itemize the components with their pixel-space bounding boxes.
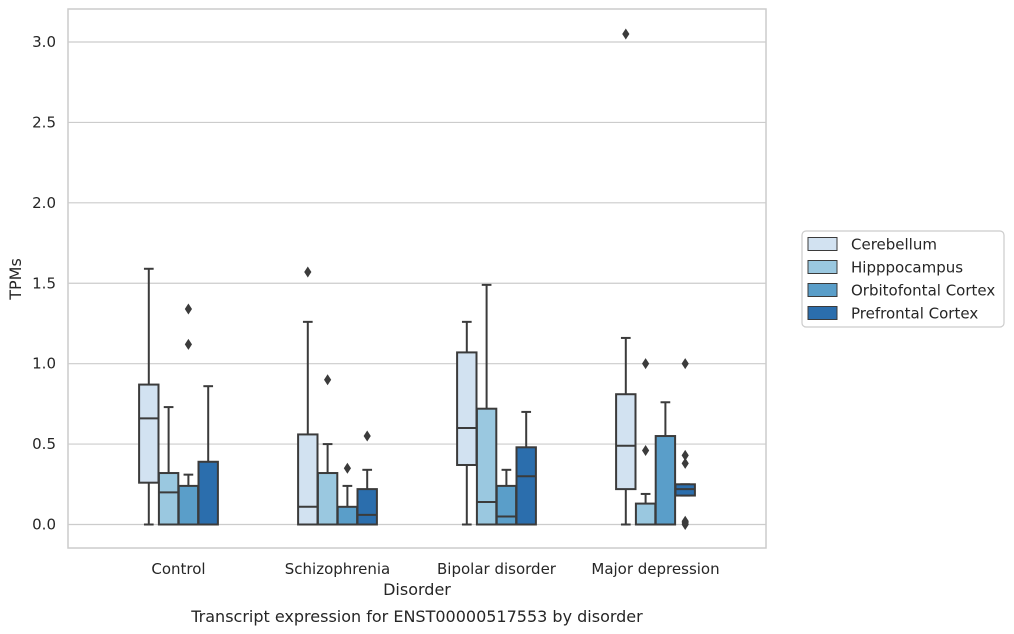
- box-hipppocampus: [475, 283, 498, 526]
- box-iqr: [177, 484, 200, 526]
- outlier-point: [304, 266, 312, 278]
- legend-label: Cerebellum: [851, 236, 937, 254]
- y-tick-label: 0.5: [32, 435, 56, 453]
- box-iqr: [475, 407, 498, 526]
- outlier-point: [343, 462, 351, 474]
- boxes: [138, 28, 696, 530]
- box-orbitofontal-cortex: [336, 462, 359, 526]
- outlier-point: [681, 515, 689, 527]
- plot-frame: [67, 8, 767, 549]
- box-iqr: [138, 383, 160, 484]
- box-cerebellum: [297, 266, 319, 526]
- outlier-point: [642, 445, 650, 457]
- box-cerebellum: [615, 28, 637, 526]
- x-tick-label: Major depression: [591, 560, 719, 578]
- box-cerebellum: [138, 267, 160, 526]
- legend-swatch: [807, 260, 838, 274]
- box-prefrontal-cortex: [515, 410, 537, 526]
- legend-label: Prefrontal Cortex: [851, 305, 978, 323]
- box-hipppocampus: [634, 358, 657, 526]
- outlier-point: [184, 338, 192, 350]
- y-tick-labels: 0.0 0.5 1.0 1.5 2.0 2.5 3.0: [32, 33, 56, 534]
- outlier-point: [324, 374, 332, 386]
- outlier-point: [622, 28, 630, 40]
- outlier-point: [642, 358, 650, 370]
- legend-frame: [801, 230, 1005, 328]
- box-iqr: [336, 505, 359, 526]
- box-orbitofontal-cortex: [177, 303, 200, 526]
- box-prefrontal-cortex: [674, 358, 696, 530]
- gridlines: [68, 41, 766, 526]
- box-prefrontal-cortex: [197, 385, 219, 526]
- y-axis-label: TPMs: [6, 258, 25, 301]
- box-iqr: [356, 488, 378, 526]
- y-tick-label: 0.0: [32, 516, 56, 534]
- x-axis-label: Disorder: [383, 580, 451, 599]
- y-tick-label: 1.0: [32, 355, 56, 373]
- y-tick-label: 2.0: [32, 194, 56, 212]
- y-tick-label: 1.5: [32, 274, 56, 292]
- outlier-point: [184, 303, 192, 315]
- legend: Cerebellum Hipppocampus Orbitofontal Corte…: [801, 230, 1005, 328]
- box-prefrontal-cortex: [356, 430, 378, 526]
- box-hipppocampus: [157, 406, 180, 526]
- box-iqr: [197, 460, 219, 526]
- box-iqr: [316, 472, 339, 526]
- y-tick-label: 3.0: [32, 33, 56, 51]
- outlier-point: [681, 457, 689, 469]
- outlier-point: [681, 358, 689, 370]
- chart-caption: Transcript expression for ENST0000051755…: [190, 607, 643, 626]
- x-tick-label: Bipolar disorder: [437, 560, 557, 578]
- box-orbitofontal-cortex: [495, 468, 518, 526]
- x-tick-label: Control: [151, 560, 205, 578]
- box-iqr: [634, 502, 657, 526]
- box-iqr: [515, 446, 537, 526]
- outlier-point: [363, 430, 371, 442]
- box-iqr: [654, 435, 677, 526]
- legend-swatch: [807, 306, 838, 320]
- outlier-point: [681, 449, 689, 461]
- box-iqr: [615, 393, 637, 491]
- legend-swatch: [807, 283, 838, 297]
- box-cerebellum: [456, 320, 478, 526]
- legend-label: Orbitofontal Cortex: [851, 282, 995, 300]
- box-iqr: [157, 472, 180, 526]
- box-iqr: [297, 433, 319, 526]
- x-tick-labels: Control Schizophrenia Bipolar disorder Majo…: [151, 560, 719, 578]
- legend-label: Hipppocampus: [851, 259, 963, 277]
- box-iqr: [456, 351, 478, 466]
- box-iqr: [495, 484, 518, 526]
- x-tick-label: Schizophrenia: [285, 560, 390, 578]
- box-hipppocampus: [316, 374, 339, 526]
- y-tick-label: 2.5: [32, 113, 56, 131]
- legend-swatch: [807, 237, 838, 251]
- box-orbitofontal-cortex: [654, 401, 677, 526]
